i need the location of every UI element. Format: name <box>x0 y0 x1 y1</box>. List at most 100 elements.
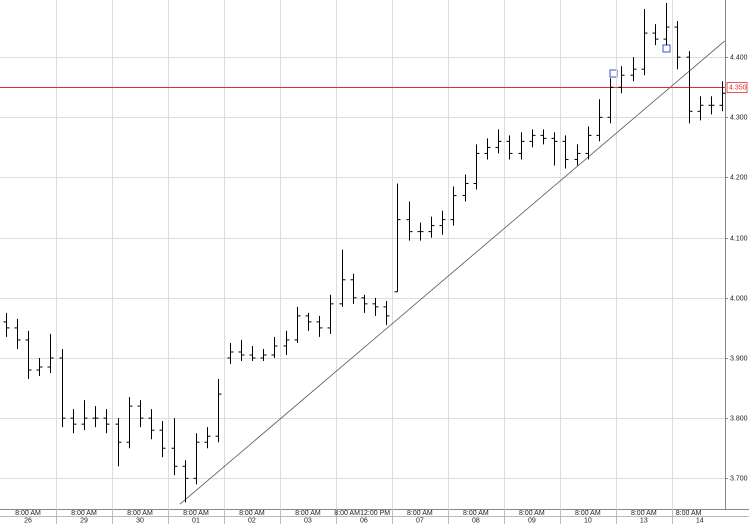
ohlc-bar <box>462 174 469 202</box>
x-tick-label: 8:00 AM <box>407 510 433 517</box>
y-tick-label: 3.700 <box>730 475 748 482</box>
ohlc-bar <box>361 294 368 313</box>
ohlc-bar <box>607 78 614 124</box>
ohlc-bar <box>271 336 278 358</box>
x-tick-label: 8:00 AM <box>71 510 97 517</box>
date-label: 13 <box>640 517 648 524</box>
ohlc-bar <box>540 129 547 145</box>
x-tick-label: 8:00 AM <box>676 510 702 517</box>
ohlc-bar <box>406 201 413 241</box>
ohlc-bar <box>294 306 301 343</box>
ohlc-bar <box>428 216 435 238</box>
date-label: 03 <box>304 517 312 524</box>
ohlc-bar <box>327 294 334 334</box>
trend-line <box>179 40 726 505</box>
ohlc-bar <box>350 273 357 304</box>
ohlc-bar <box>394 183 401 293</box>
ohlc-bar <box>450 186 457 226</box>
x-tick-label: 8:00 AM <box>631 510 657 517</box>
price-label: 4.350 <box>729 84 747 91</box>
date-label: 01 <box>192 517 200 524</box>
ohlc-bar <box>193 433 200 485</box>
y-tick-label: 4.000 <box>730 295 748 302</box>
ohlc-bar <box>159 421 166 458</box>
ohlc-bar <box>652 24 659 46</box>
y-tick-label: 3.800 <box>730 415 748 422</box>
x-tick-label: 8:00 AM <box>127 510 153 517</box>
ohlc-bar <box>59 348 66 428</box>
x-tick-label: 8:00 AM <box>463 510 489 517</box>
ohlc-bar <box>249 345 256 361</box>
ohlc-bar <box>204 427 211 449</box>
ohlc-bar <box>3 312 10 337</box>
y-tick-label: 4.400 <box>730 54 748 61</box>
ohlc-bar <box>585 126 592 160</box>
ohlc-bar <box>686 51 693 124</box>
y-tick-label: 3.900 <box>730 355 748 362</box>
grid <box>0 0 725 524</box>
ohlc-bar <box>383 300 390 325</box>
ohlc-bar <box>641 9 648 76</box>
y-tick-label: 4.100 <box>730 235 748 242</box>
ohlc-bars <box>3 3 726 503</box>
ohlc-bar <box>372 297 379 316</box>
ohlc-bar <box>484 138 491 160</box>
date-label: 14 <box>696 517 704 524</box>
date-label: 26 <box>24 517 32 524</box>
ohlc-bar <box>316 315 323 337</box>
ohlc-bar <box>529 129 536 148</box>
date-label: 08 <box>472 517 480 524</box>
ohlc-bar <box>81 400 88 431</box>
ohlc-bar <box>115 418 122 467</box>
marker <box>609 69 618 78</box>
ohlc-bar <box>126 397 133 449</box>
marker <box>662 44 671 53</box>
ohlc-bar <box>339 249 346 307</box>
ohlc-bar <box>103 409 110 434</box>
ohlc-bar <box>182 460 189 503</box>
ohlc-bar <box>618 66 625 94</box>
y-tick-label: 4.300 <box>730 114 748 121</box>
ohlc-bar <box>562 135 569 169</box>
ohlc-bar <box>674 21 681 70</box>
x-tick-label: 8:00 AM <box>15 510 41 517</box>
ohlc-bar <box>417 222 424 241</box>
ohlc-bar <box>238 339 245 361</box>
ohlc-bar <box>171 418 178 476</box>
ohlc-bar <box>719 81 726 112</box>
date-label: 09 <box>528 517 536 524</box>
ohlc-bar <box>305 312 312 331</box>
ohlc-bar <box>92 406 99 428</box>
ohlc-bar <box>506 135 513 160</box>
ohlc-bar <box>518 132 525 160</box>
ohlc-bar <box>70 409 77 434</box>
ohlc-bar <box>137 400 144 428</box>
ohlc-bar <box>260 348 267 361</box>
x-tick-label: 12:00 PM <box>360 510 390 517</box>
ohlc-bar <box>574 144 581 166</box>
ohlc-bar <box>227 342 234 365</box>
ohlc-bar <box>596 99 603 142</box>
ohlc-bar <box>663 3 670 46</box>
y-tick-label: 4.200 <box>730 174 748 181</box>
ohlc-bar <box>495 129 502 154</box>
x-tick-label: 8:00 AM <box>183 510 209 517</box>
ohlc-bar <box>47 333 54 374</box>
date-label: 30 <box>136 517 144 524</box>
x-tick-label: 8:00 AM <box>295 510 321 517</box>
ohlc-bar <box>439 210 446 235</box>
ohlc-bar <box>473 144 480 190</box>
date-label: 29 <box>80 517 88 524</box>
ohlc-bar <box>697 96 704 121</box>
ohlc-bar <box>630 57 637 82</box>
date-label: 06 <box>360 517 368 524</box>
date-label: 07 <box>416 517 424 524</box>
ohlc-bar <box>708 96 715 115</box>
ohlc-bar <box>14 318 21 349</box>
date-label: 10 <box>584 517 592 524</box>
x-tick-label: 8:00 AM <box>239 510 265 517</box>
ohlc-bar <box>551 132 558 166</box>
ohlc-bar <box>148 409 155 440</box>
x-tick-label: 8:00 AM <box>575 510 601 517</box>
ohlc-bar <box>283 330 290 355</box>
